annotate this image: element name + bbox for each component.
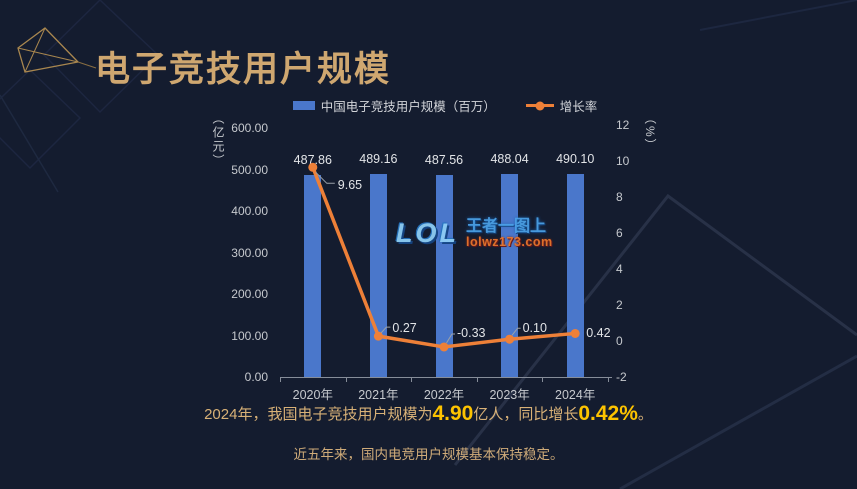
left-axis-unit-label: （亿元） — [211, 112, 225, 168]
legend-label-user-scale: 中国电子竞技用户规模（百万） — [320, 100, 496, 114]
bg-line — [0, 94, 59, 193]
bg-line — [699, 0, 857, 31]
y-axis-tick-right: 10 — [616, 154, 630, 168]
bar-2022年 — [435, 174, 453, 377]
bar-value-label: 489.16 — [359, 151, 398, 166]
watermark-logo: LOL — [396, 218, 459, 248]
chart-legend: 中国电子竞技用户规模（百万） 增长率 — [250, 96, 640, 115]
x-axis-label: 2022年 — [423, 388, 465, 402]
summary-text: 。 — [637, 406, 653, 423]
bar-value-label: 487.86 — [293, 152, 332, 167]
summary-highlight-value: 4.90 — [432, 402, 474, 425]
bar-value-label: 488.04 — [490, 152, 529, 167]
bg-chevron-line — [453, 193, 857, 466]
summary-highlight-percent: 0.42% — [578, 402, 638, 425]
watermark-url: lolwz173.com — [466, 234, 553, 249]
bar-2020年 — [304, 174, 322, 377]
y-axis-tick-right: 12 — [616, 118, 630, 132]
y-axis-tick-left: 600.00 — [231, 121, 268, 135]
watermark: LOL 王者一图上 lolwz173.com — [396, 218, 553, 249]
summary-text: 2024年，我国电子竞技用户规模为 — [204, 406, 433, 423]
x-axis-label: 2023年 — [489, 388, 530, 402]
bg-diamond-outline — [0, 68, 82, 170]
x-axis-tick — [280, 377, 281, 382]
watermark-text: 王者一图上 — [466, 218, 547, 235]
gold-gem-icon — [17, 27, 97, 73]
y-axis-tick-right: 6 — [616, 226, 623, 240]
page-title: 电子竞技用户规模 — [95, 50, 392, 89]
bar-value-label: 487.56 — [424, 152, 464, 167]
y-axis-tick-left: 400.00 — [231, 204, 268, 218]
summary-line-2: 近五年来，国内电竞用户规模基本保持稳定。 — [293, 447, 564, 462]
right-axis-unit-label: （%） — [643, 112, 657, 153]
line-value-label: 9.65 — [337, 178, 363, 193]
y-axis-tick-right: -2 — [616, 370, 627, 384]
line-value-label: 0.10 — [522, 321, 547, 336]
y-axis-tick-left: 100.00 — [231, 328, 268, 343]
bar-2023年 — [501, 174, 519, 377]
line-value-label: 0.27 — [392, 321, 417, 336]
x-axis-label: 2021年 — [358, 388, 399, 402]
line-value-label: 0.42 — [586, 326, 611, 341]
y-axis-tick-right: 0 — [616, 334, 623, 348]
bar-value-label: 490.10 — [556, 151, 595, 166]
line-series-swatch-icon — [525, 101, 554, 110]
bar-2021年 — [369, 173, 387, 377]
summary-text: 亿人，同比增长 — [473, 406, 579, 423]
x-axis-tick — [476, 377, 478, 382]
bg-line — [619, 354, 857, 489]
legend-label-growth-rate: 增长率 — [559, 100, 598, 114]
x-axis-line — [280, 377, 612, 378]
legend-item-growth-rate: 增长率 — [525, 96, 598, 115]
y-axis-tick-left: 200.00 — [231, 287, 268, 301]
x-axis-tick — [345, 377, 347, 382]
y-axis-tick-left: 0.00 — [244, 370, 268, 384]
bar-series-swatch-icon — [292, 101, 315, 110]
y-axis-tick-right: 4 — [616, 262, 623, 276]
line-value-label: -0.33 — [457, 325, 486, 340]
legend-item-user-scale: 中国电子竞技用户规模（百万） — [292, 96, 496, 115]
bar-2024年 — [566, 173, 584, 377]
summary-line-1: 2024年，我国电子竞技用户规模为4.90亿人，同比增长0.42%。 — [0, 402, 857, 426]
x-axis-tick — [608, 377, 609, 382]
x-axis-label: 2020年 — [292, 388, 333, 402]
y-axis-tick-left: 300.00 — [231, 245, 268, 260]
y-axis-tick-right: 2 — [616, 298, 623, 312]
y-axis-tick-right: 8 — [616, 190, 623, 204]
x-axis-tick — [542, 377, 544, 382]
x-axis-label: 2024年 — [555, 388, 596, 402]
x-axis-tick — [411, 377, 413, 382]
bg-diamond-outline — [42, 0, 160, 114]
y-axis-tick-left: 500.00 — [231, 162, 268, 177]
